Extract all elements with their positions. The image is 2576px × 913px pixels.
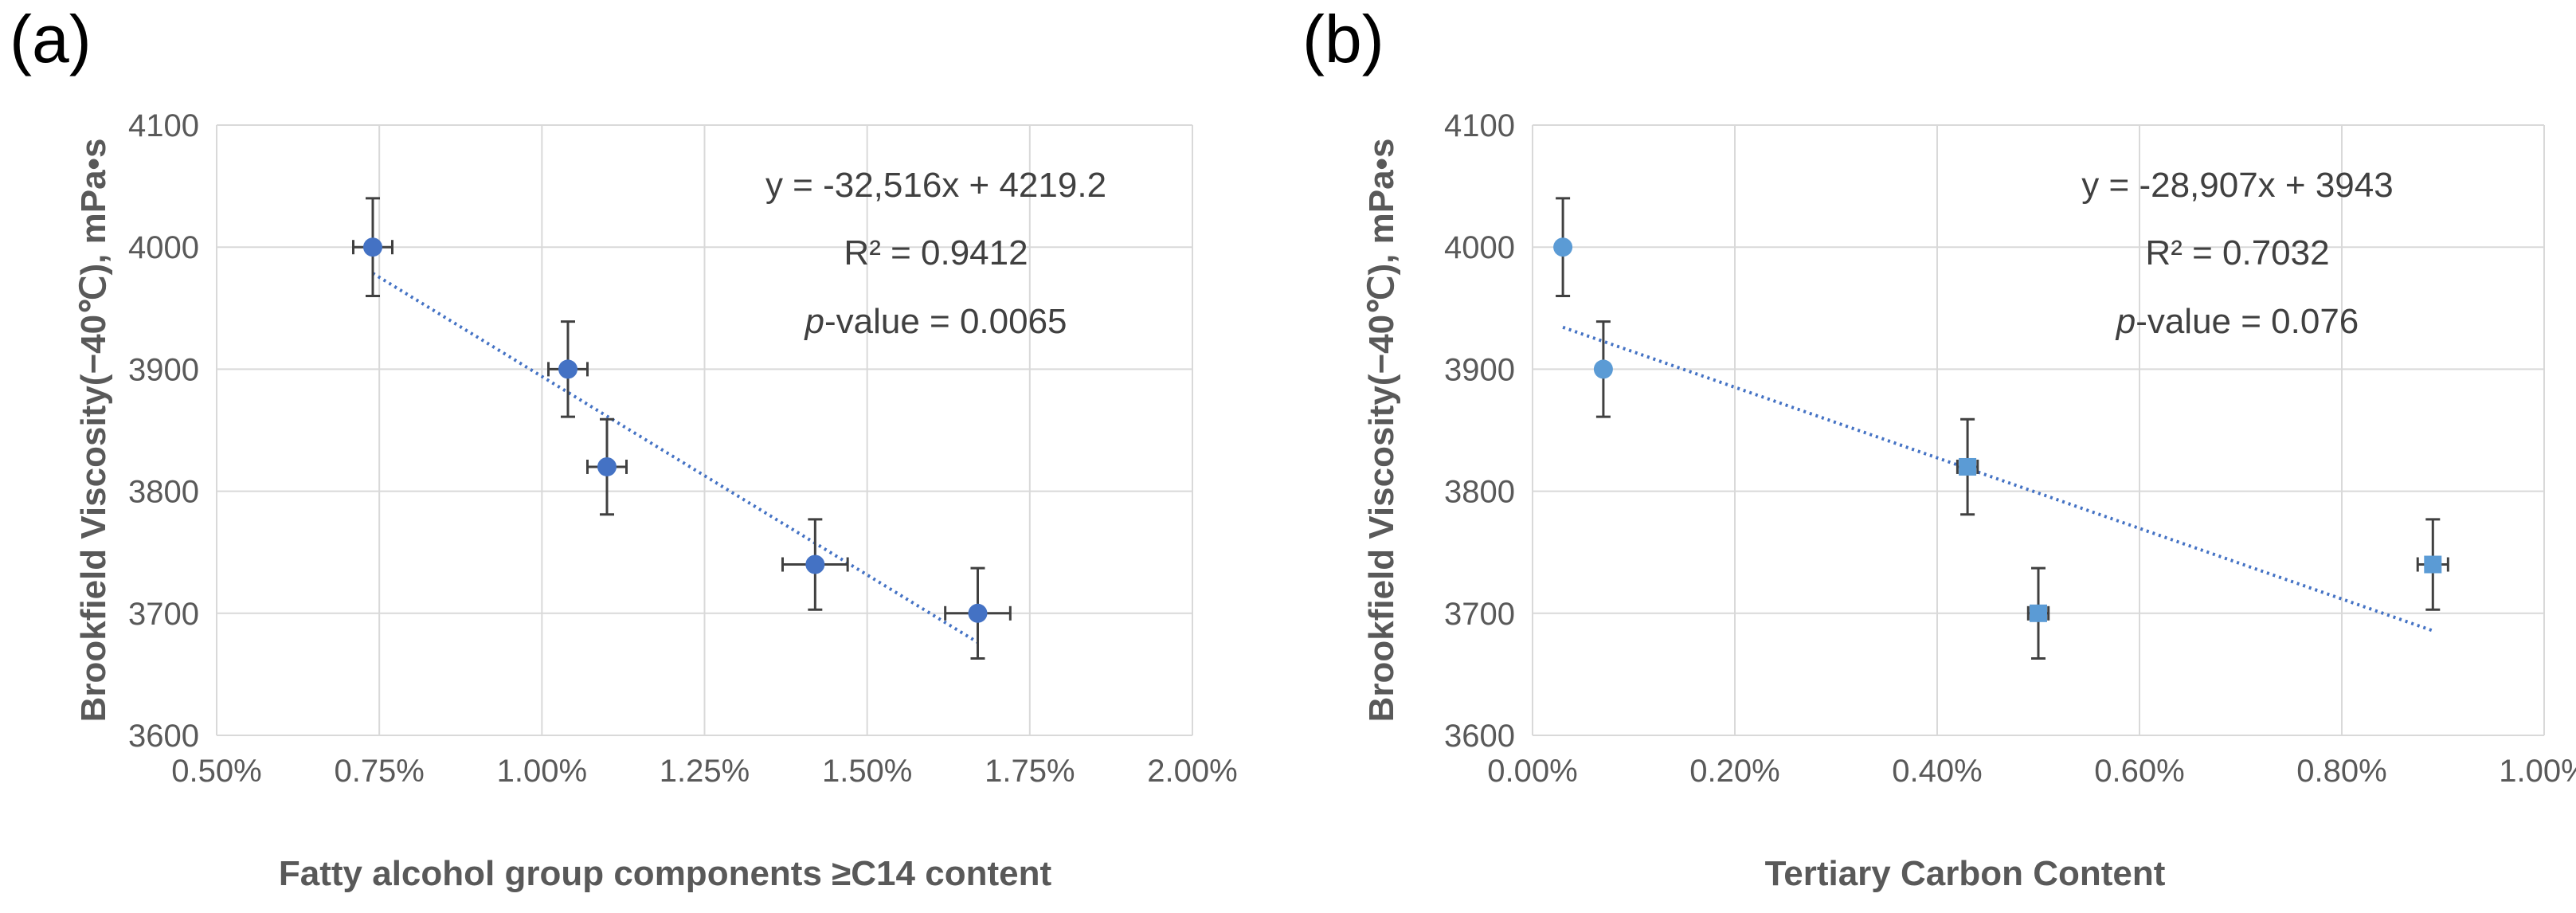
x-tick-label: 1.75%	[985, 754, 1075, 789]
p-value-text: -value = 0.0065	[824, 302, 1067, 341]
x-tick-label: 1.25%	[660, 754, 750, 789]
x-axis-title: Tertiary Carbon Content	[1765, 854, 2166, 893]
chart-b-svg: (b) 0.00% 0.20% 0.40% 0.60% 0.80% 1.00% 3600 37…	[1302, 2, 2576, 893]
x-tick-label: 0.00%	[1487, 754, 1577, 789]
y-tick-label: 3600	[128, 719, 199, 754]
r-squared-label: R² = 0.9412	[844, 233, 1028, 272]
tick-labels: 0.00% 0.20% 0.40% 0.60% 0.80% 1.00% 3600 3700 38…	[1444, 108, 2576, 789]
y-tick-label: 3900	[1444, 352, 1515, 387]
y-tick-label: 3600	[1444, 719, 1515, 754]
data-point	[2030, 604, 2047, 622]
data-point	[1959, 457, 1977, 476]
y-axis-title: Brookfield Viscosity(−40℃), mPa•s	[74, 139, 113, 723]
data-point	[1593, 359, 1613, 379]
x-tick-label: 1.50%	[822, 754, 912, 789]
p-value-label: p-value = 0.0065	[803, 302, 1067, 341]
data-points	[1553, 237, 2442, 622]
data-point	[558, 359, 577, 379]
x-tick-label: 0.60%	[2094, 754, 2184, 789]
x-tick-label: 0.75%	[334, 754, 424, 789]
r-squared-label: R² = 0.7032	[2145, 233, 2329, 272]
y-tick-label: 4000	[1444, 230, 1515, 265]
p-value-label: p-value = 0.076	[2115, 302, 2359, 341]
trendline	[1562, 325, 2433, 633]
y-tick-label: 4100	[128, 108, 199, 143]
panel-label: (a)	[10, 2, 92, 76]
data-points	[363, 237, 988, 623]
y-tick-label: 4100	[1444, 108, 1515, 143]
p-symbol: p	[2115, 302, 2136, 341]
trendline-path	[1562, 325, 2433, 633]
data-point	[363, 237, 382, 257]
p-value-text: -value = 0.076	[2136, 302, 2359, 341]
panel-label: (b)	[1302, 2, 1384, 76]
y-axis-title: Brookfield Viscosity(−40℃), mPa•s	[1362, 139, 1401, 723]
x-tick-label: 1.00%	[2499, 754, 2576, 789]
y-tick-label: 3800	[1444, 475, 1515, 510]
data-point	[1553, 237, 1573, 257]
y-tick-label: 4000	[128, 230, 199, 265]
tick-labels: 0.50% 0.75% 1.00% 1.25% 1.50% 1.75% 2.00% 3600 3…	[128, 108, 1238, 789]
chart-panel-a: (a) 0.50% 0.75% 1.00% 1.25% 1.50% 1.75% 2.00% 3…	[10, 2, 1238, 893]
y-tick-label: 3900	[128, 352, 199, 387]
x-tick-label: 0.20%	[1689, 754, 1779, 789]
x-tick-label: 1.00%	[497, 754, 587, 789]
p-symbol: p	[803, 302, 824, 341]
data-point	[805, 554, 825, 574]
x-tick-label: 0.80%	[2296, 754, 2386, 789]
y-tick-label: 3700	[1444, 597, 1515, 632]
x-axis-title: Fatty alcohol group components ≥C14 cont…	[279, 854, 1052, 893]
x-tick-label: 0.50%	[171, 754, 261, 789]
equation-label: y = -28,907x + 3943	[2081, 166, 2393, 205]
data-point	[597, 457, 617, 476]
equation-label: y = -32,516x + 4219.2	[765, 166, 1106, 205]
data-point	[968, 603, 988, 623]
data-point	[2424, 555, 2442, 574]
y-tick-label: 3800	[128, 475, 199, 510]
x-tick-label: 2.00%	[1147, 754, 1237, 789]
chart-panel-b: (b) 0.00% 0.20% 0.40% 0.60% 0.80% 1.00% 3600 37…	[1288, 0, 2576, 913]
grid	[216, 124, 1193, 736]
y-tick-label: 3700	[128, 597, 199, 632]
x-tick-label: 0.40%	[1892, 754, 1982, 789]
chart-a-svg: (a) 0.50% 0.75% 1.00% 1.25% 1.50% 1.75% 2.00% 3…	[10, 2, 1238, 893]
